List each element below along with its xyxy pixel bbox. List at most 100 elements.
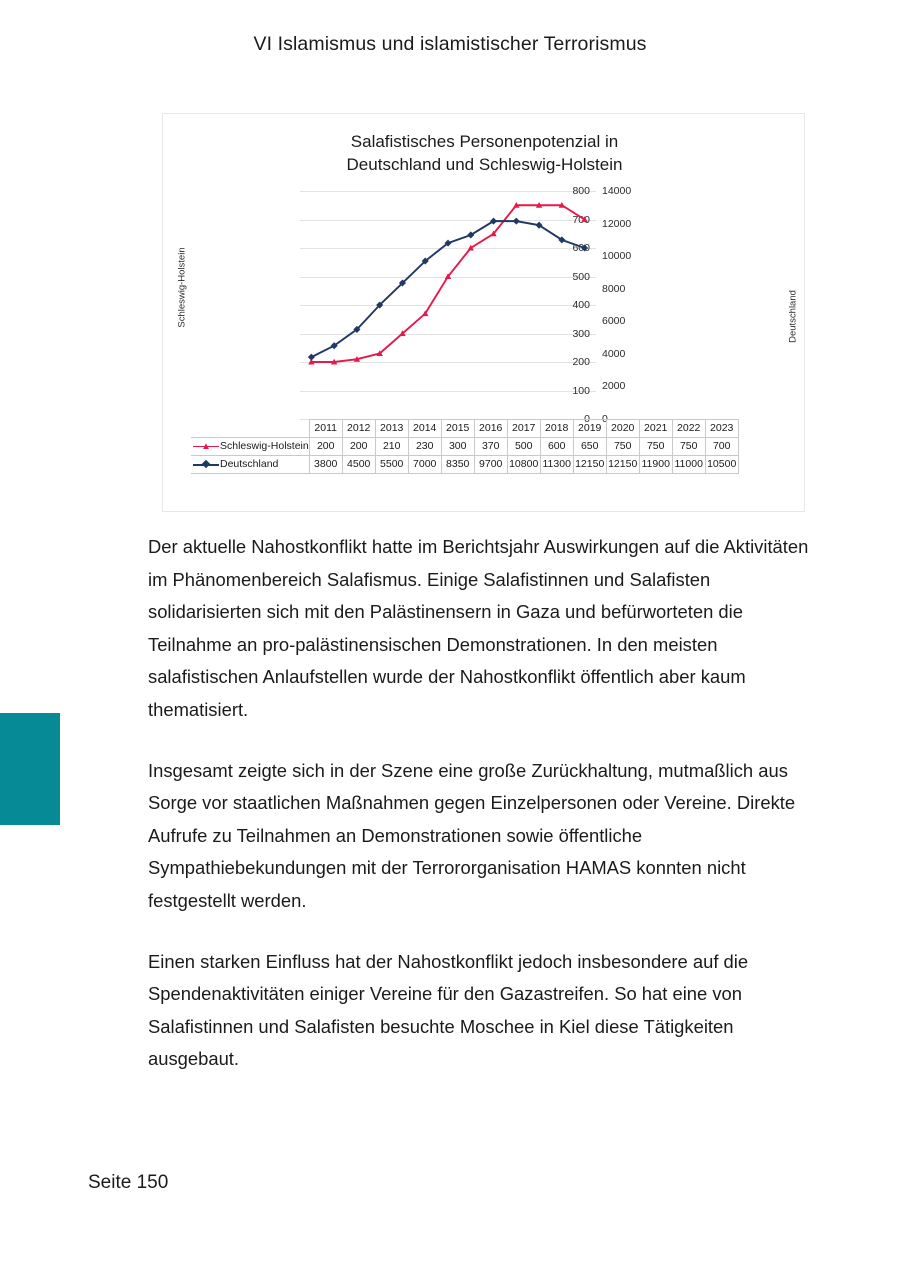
chart-plot-area: 8007006005004003002001000 14000120001000… bbox=[300, 186, 631, 424]
data-point-marker bbox=[490, 230, 497, 237]
right-axis-tick-label: 2000 bbox=[602, 380, 626, 393]
table-column-header-2017: 2017 bbox=[506, 419, 541, 438]
table-cell: 600 bbox=[539, 436, 574, 457]
table-row: Deutschland 3800 4500 5500 7000 8350 9700 10800… bbox=[191, 455, 739, 475]
chart-figure: Salafistisches Personenpotenzial in Deut… bbox=[162, 113, 805, 512]
table-cell: 10500 bbox=[704, 455, 739, 475]
table-cell: 650 bbox=[572, 436, 607, 457]
left-axis-tick-label: 400 bbox=[572, 299, 590, 311]
table-cell: 500 bbox=[506, 436, 541, 457]
data-point-marker bbox=[399, 330, 406, 337]
table-column-header-2020: 2020 bbox=[605, 419, 640, 438]
left-axis-tick-label: 800 bbox=[572, 185, 590, 197]
data-point-marker bbox=[307, 353, 315, 361]
data-point-marker bbox=[558, 202, 566, 208]
table-corner-cell bbox=[191, 420, 309, 438]
legend-label: Deutschland bbox=[220, 458, 279, 471]
legend-marker-icon bbox=[193, 442, 219, 451]
chart-data-table: 2011 2012 2013 2014 2015 2016 2017 2018 2019 2020… bbox=[191, 419, 739, 475]
data-point-marker bbox=[581, 216, 588, 223]
table-cell: 200 bbox=[308, 436, 343, 457]
table-column-header-2013: 2013 bbox=[374, 419, 409, 438]
table-column-header-2014: 2014 bbox=[407, 419, 442, 438]
table-column-header-2015: 2015 bbox=[440, 419, 475, 438]
data-point-marker bbox=[444, 239, 452, 247]
table-cell: 8350 bbox=[440, 455, 475, 475]
gridline bbox=[300, 305, 596, 306]
body-paragraph-3: Einen starken Einfluss hat der Nahostkon… bbox=[148, 950, 749, 1070]
chart-title: Salafistisches Personenpotenzial in Deut… bbox=[163, 130, 806, 176]
table-column-header-2011: 2011 bbox=[308, 419, 343, 438]
table-cell: 11300 bbox=[539, 455, 574, 475]
chart-series-svg bbox=[307, 202, 589, 365]
body-text: Der aktuelle Nahostkonflikt hatte im Ber… bbox=[148, 531, 816, 1076]
table-cell: 12150 bbox=[605, 455, 640, 475]
table-row: Schleswig-Holstein 200 200 210 230 300 370 500 6… bbox=[191, 436, 739, 457]
table-cell: 5500 bbox=[374, 455, 409, 475]
legend-entry: Deutschland bbox=[191, 455, 310, 475]
table-cell: 210 bbox=[374, 436, 409, 457]
body-paragraph-2: Insgesamt zeigte sich in der Szene eine … bbox=[148, 759, 796, 911]
gridline bbox=[300, 390, 596, 392]
data-point-marker bbox=[421, 257, 429, 265]
table-cell: 200 bbox=[341, 436, 376, 457]
data-point-marker bbox=[581, 244, 589, 252]
legend-label: Schleswig-Holstein bbox=[220, 440, 309, 453]
gridline bbox=[300, 219, 596, 221]
table-column-header-2023: 2023 bbox=[704, 419, 739, 438]
table-column-header-2016: 2016 bbox=[473, 419, 508, 438]
left-axis-tick-label: 700 bbox=[572, 213, 590, 226]
table-column-header-2019: 2019 bbox=[572, 419, 607, 438]
legend-marker-icon bbox=[193, 460, 219, 469]
section-edge-tab bbox=[0, 713, 60, 825]
table-cell: 230 bbox=[407, 436, 442, 457]
data-point-marker bbox=[467, 244, 474, 251]
right-axis-tick-label: 12000 bbox=[602, 217, 632, 230]
table-cell: 370 bbox=[473, 436, 508, 457]
table-cell: 300 bbox=[440, 436, 475, 457]
page-folio: Seite 150 bbox=[88, 1172, 169, 1193]
data-point-marker bbox=[353, 355, 361, 362]
table-cell: 9700 bbox=[473, 455, 508, 475]
data-point-marker bbox=[512, 217, 520, 225]
running-head: VI Islamismus und islamistischer Terrori… bbox=[253, 33, 647, 55]
chart-title-line-2: Deutschland und Schleswig-Holstein bbox=[346, 155, 623, 174]
gridline bbox=[300, 248, 596, 249]
data-point-marker bbox=[535, 202, 543, 208]
left-axis-tick-label: 100 bbox=[572, 384, 590, 397]
right-axis-tick-label: 10000 bbox=[602, 250, 632, 263]
right-axis-tick-label: 6000 bbox=[602, 315, 626, 328]
table-column-header-2022: 2022 bbox=[671, 419, 706, 438]
legend-entry: Schleswig-Holstein bbox=[191, 436, 310, 457]
left-axis-title: Schleswig-Holstein bbox=[176, 247, 188, 328]
table-cell: 12150 bbox=[572, 455, 607, 475]
table-cell: 11000 bbox=[671, 455, 706, 475]
table-cell: 3800 bbox=[308, 455, 343, 475]
gridline bbox=[300, 191, 596, 192]
data-point-marker bbox=[376, 350, 383, 357]
table-cell: 750 bbox=[605, 436, 640, 457]
left-axis-tick-label: 200 bbox=[572, 356, 590, 368]
data-point-marker bbox=[444, 273, 452, 280]
data-point-marker bbox=[513, 202, 520, 208]
table-cell: 750 bbox=[638, 436, 673, 457]
table-header-row: 2011 2012 2013 2014 2015 2016 2017 2018 2019 2020… bbox=[191, 419, 739, 438]
data-point-marker bbox=[398, 279, 406, 287]
data-point-marker bbox=[376, 301, 384, 309]
table-column-header-2021: 2021 bbox=[638, 419, 673, 438]
left-axis-tick-label: 300 bbox=[572, 327, 590, 340]
table-cell: 10800 bbox=[506, 455, 541, 475]
table-cell: 750 bbox=[671, 436, 706, 457]
gridline bbox=[300, 362, 596, 363]
right-axis-tick-label: 4000 bbox=[602, 347, 626, 360]
data-point-marker bbox=[422, 310, 429, 317]
right-axis-tick-label: 14000 bbox=[602, 185, 632, 197]
table-cell: 4500 bbox=[341, 455, 376, 475]
left-axis-tick-label: 500 bbox=[572, 270, 590, 283]
chart-title-line-1: Salafistisches Personenpotenzial in bbox=[350, 132, 619, 151]
table-cell: 700 bbox=[704, 436, 739, 457]
table-cell: 7000 bbox=[407, 455, 442, 475]
gridline bbox=[300, 333, 596, 335]
data-point-marker bbox=[308, 358, 315, 365]
table-cell: 11900 bbox=[638, 455, 673, 475]
